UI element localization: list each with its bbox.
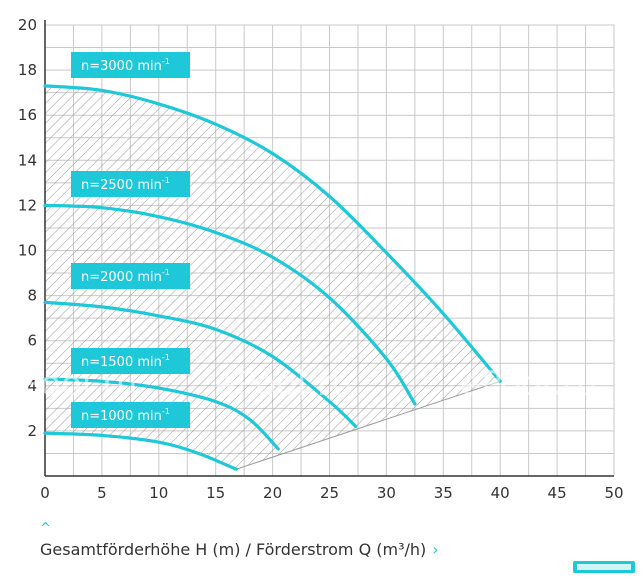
y-tick-label: 10 (18, 242, 37, 260)
x-tick-label: 10 (149, 484, 168, 502)
curve-label-text: n=1500 min-1 (81, 353, 170, 370)
curve-label: n=1500 min-1 (71, 348, 190, 374)
y-tick-label: 12 (18, 196, 37, 214)
curve-label: n=2500 min-1 (71, 171, 190, 197)
x-tick-label: 25 (320, 484, 339, 502)
y-tick-label: 2 (27, 422, 37, 440)
x-tick-label: 0 (40, 484, 50, 502)
curve-label-text: n=2000 min-1 (81, 268, 170, 285)
watermark-text: ePool.ru (460, 364, 598, 404)
chevron-right-icon[interactable]: › (432, 540, 439, 559)
y-tick-label: 20 (18, 16, 37, 34)
x-tick-label: 35 (434, 484, 453, 502)
x-tick-label: 45 (548, 484, 567, 502)
y-tick-label: 6 (27, 332, 37, 350)
curve-labels: n=3000 min-1 n=2500 min-1 n=2000 min-1 n=15… (71, 52, 190, 428)
y-tick-label: 8 (27, 287, 37, 305)
y-tick-label: 14 (18, 151, 37, 169)
curve-label-text: n=3000 min-1 (81, 57, 170, 74)
y-tick-label: 4 (27, 377, 37, 395)
x-tick-label: 5 (97, 484, 107, 502)
x-axis-title: Gesamtförderhöhe H (m) / Förderstrom Q (… (40, 540, 439, 559)
curve-label-box (71, 263, 190, 289)
x-tick-label: 15 (206, 484, 225, 502)
epool-logo (573, 561, 635, 573)
curve-label: n=2000 min-1 (71, 263, 190, 289)
curve-label-box (71, 52, 190, 78)
series-line (43, 377, 280, 451)
y-tick-label: 18 (18, 61, 37, 79)
curve-label: n=1000 min-1 (71, 402, 190, 428)
x-axis-title-text: Gesamtförderhöhe H (m) / Förderstrom Q (… (40, 540, 427, 559)
axes: 0 5 10 15 20 25 30 35 40 45 50 2 4 6 8 10 12 14 16 18 20 (18, 16, 624, 502)
end-of-curve-line (236, 380, 501, 470)
curve-label-box (71, 402, 190, 428)
watermark: ePool.ru ePool.ru ePool.ru (0, 364, 598, 404)
y-tick-label: 16 (18, 106, 37, 124)
watermark-text: ePool.ru (215, 364, 353, 404)
x-tick-label: 20 (263, 484, 282, 502)
series-line (43, 203, 417, 406)
x-tick-label: 30 (377, 484, 396, 502)
curve-label: n=3000 min-1 (71, 52, 190, 78)
curve-label-box (71, 171, 190, 197)
series-group (43, 84, 502, 471)
chevron-up-icon[interactable]: ^ (40, 521, 51, 536)
x-tick-label: 50 (604, 484, 623, 502)
series-line (43, 84, 502, 383)
series-line (43, 431, 238, 471)
x-tick-label: 40 (491, 484, 510, 502)
series-line (43, 300, 358, 428)
curve-label-box (71, 348, 190, 374)
curve-label-text: n=1000 min-1 (81, 407, 170, 424)
curve-label-text: n=2500 min-1 (81, 176, 170, 193)
